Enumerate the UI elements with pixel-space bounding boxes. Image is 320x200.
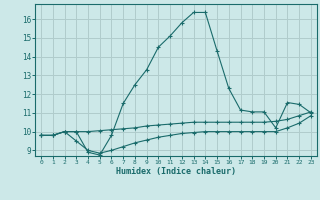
X-axis label: Humidex (Indice chaleur): Humidex (Indice chaleur)	[116, 167, 236, 176]
